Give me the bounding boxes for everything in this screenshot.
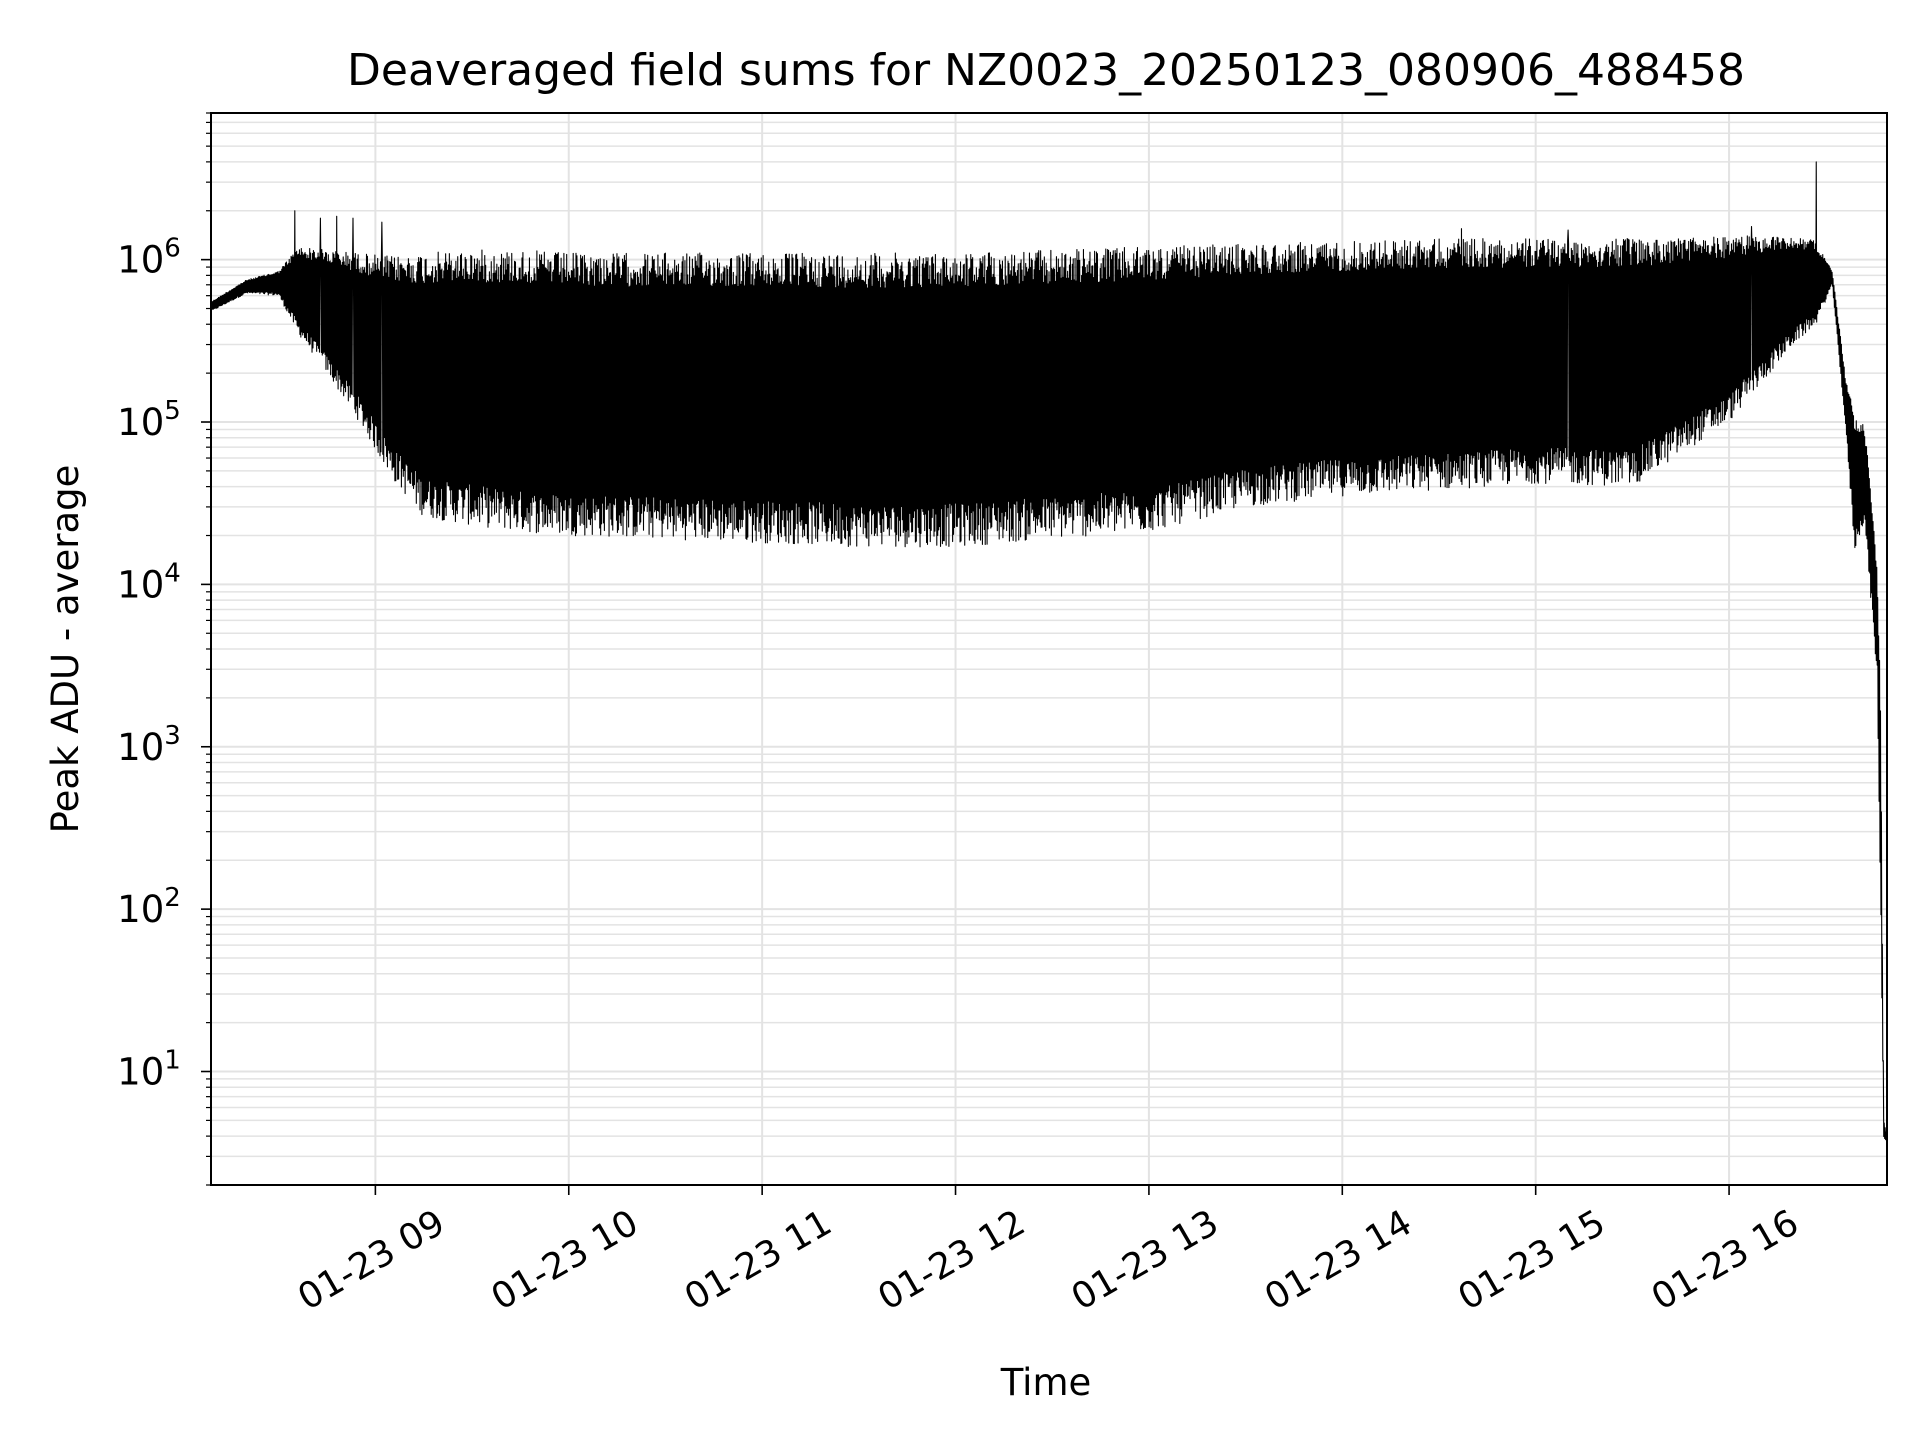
series-line — [210, 161, 1888, 1141]
x-axis-label: Time — [1000, 1361, 1092, 1404]
chart-title: Deaveraged field sums for NZ0023_2025012… — [347, 45, 1745, 96]
y-axis-label: Peak ADU - average — [44, 465, 87, 834]
y-tick-label: 104 — [117, 558, 181, 606]
y-tick-label: 105 — [117, 396, 181, 444]
